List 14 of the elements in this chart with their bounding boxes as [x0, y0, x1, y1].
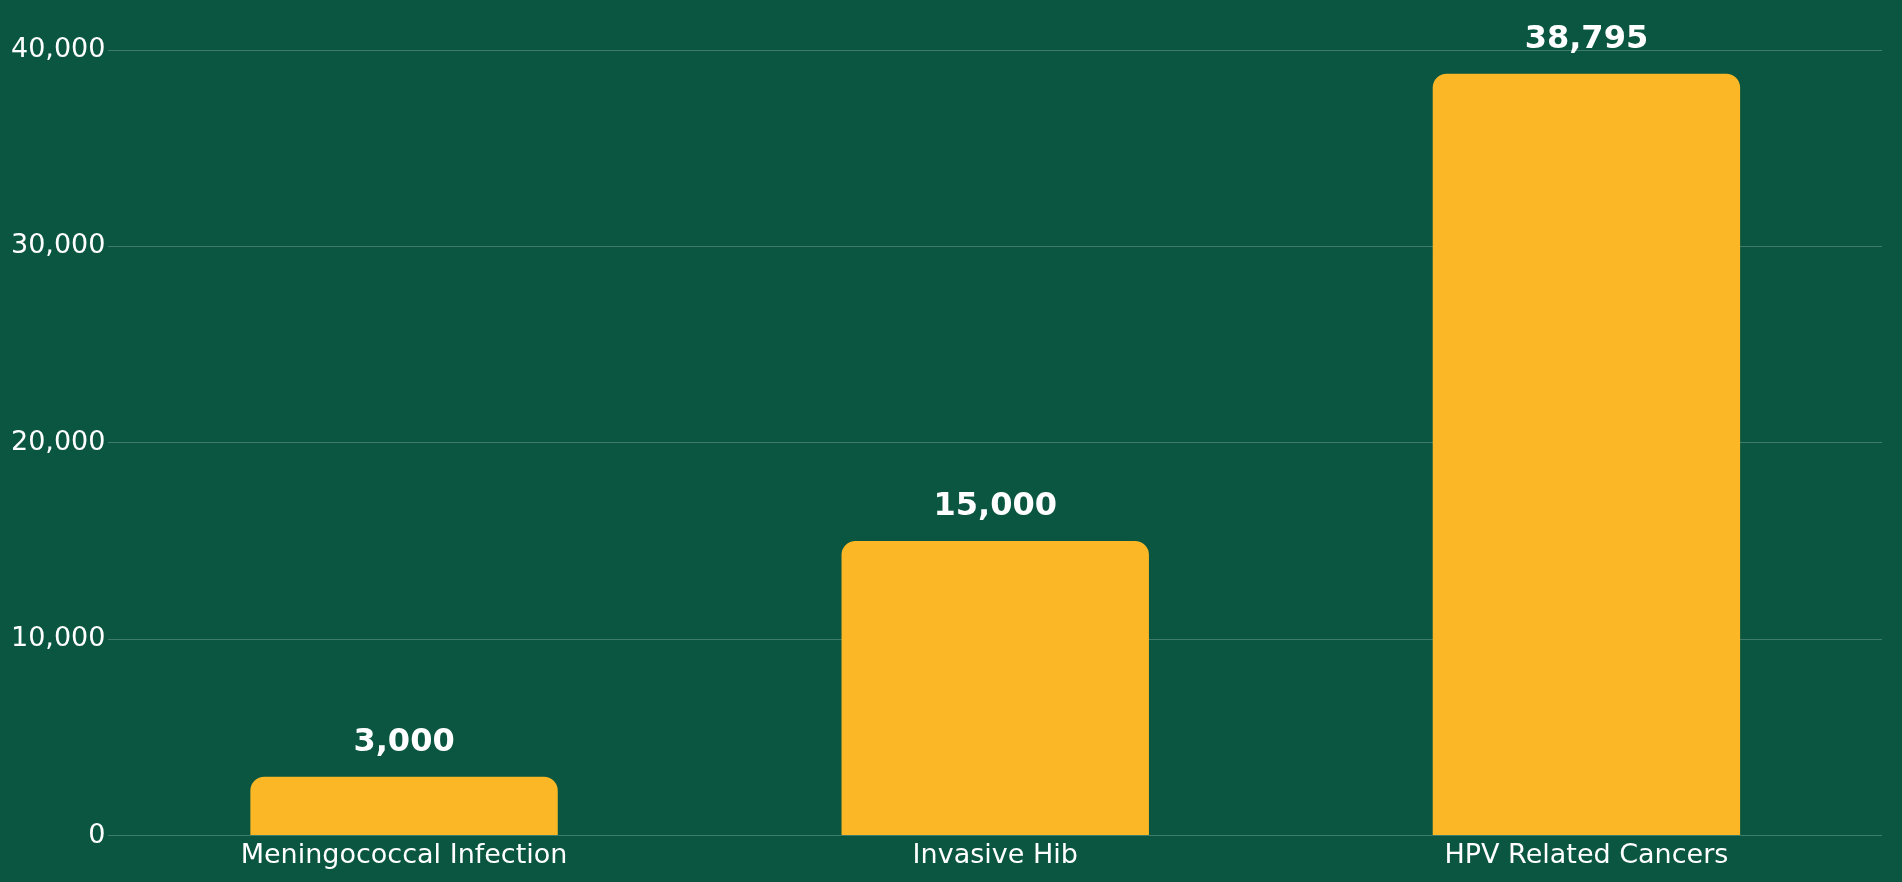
y-tick-label: 10,000	[10, 621, 106, 653]
data-label: 3,000	[353, 720, 455, 759]
x-tick-label: Meningococcal Infection	[240, 837, 568, 869]
x-tick-label: Invasive Hib	[912, 837, 1078, 869]
bar	[841, 541, 1149, 836]
bar	[250, 776, 558, 836]
y-tick-label: 0	[88, 817, 106, 849]
data-label: 15,000	[933, 485, 1057, 524]
data-label: 38,795	[1524, 17, 1649, 56]
bar	[1432, 73, 1741, 836]
y-tick-label: 20,000	[10, 424, 106, 456]
y-tick-label: 40,000	[10, 32, 106, 64]
x-tick-label: HPV Related Cancers	[1444, 837, 1729, 869]
y-tick-label: 30,000	[10, 228, 106, 260]
